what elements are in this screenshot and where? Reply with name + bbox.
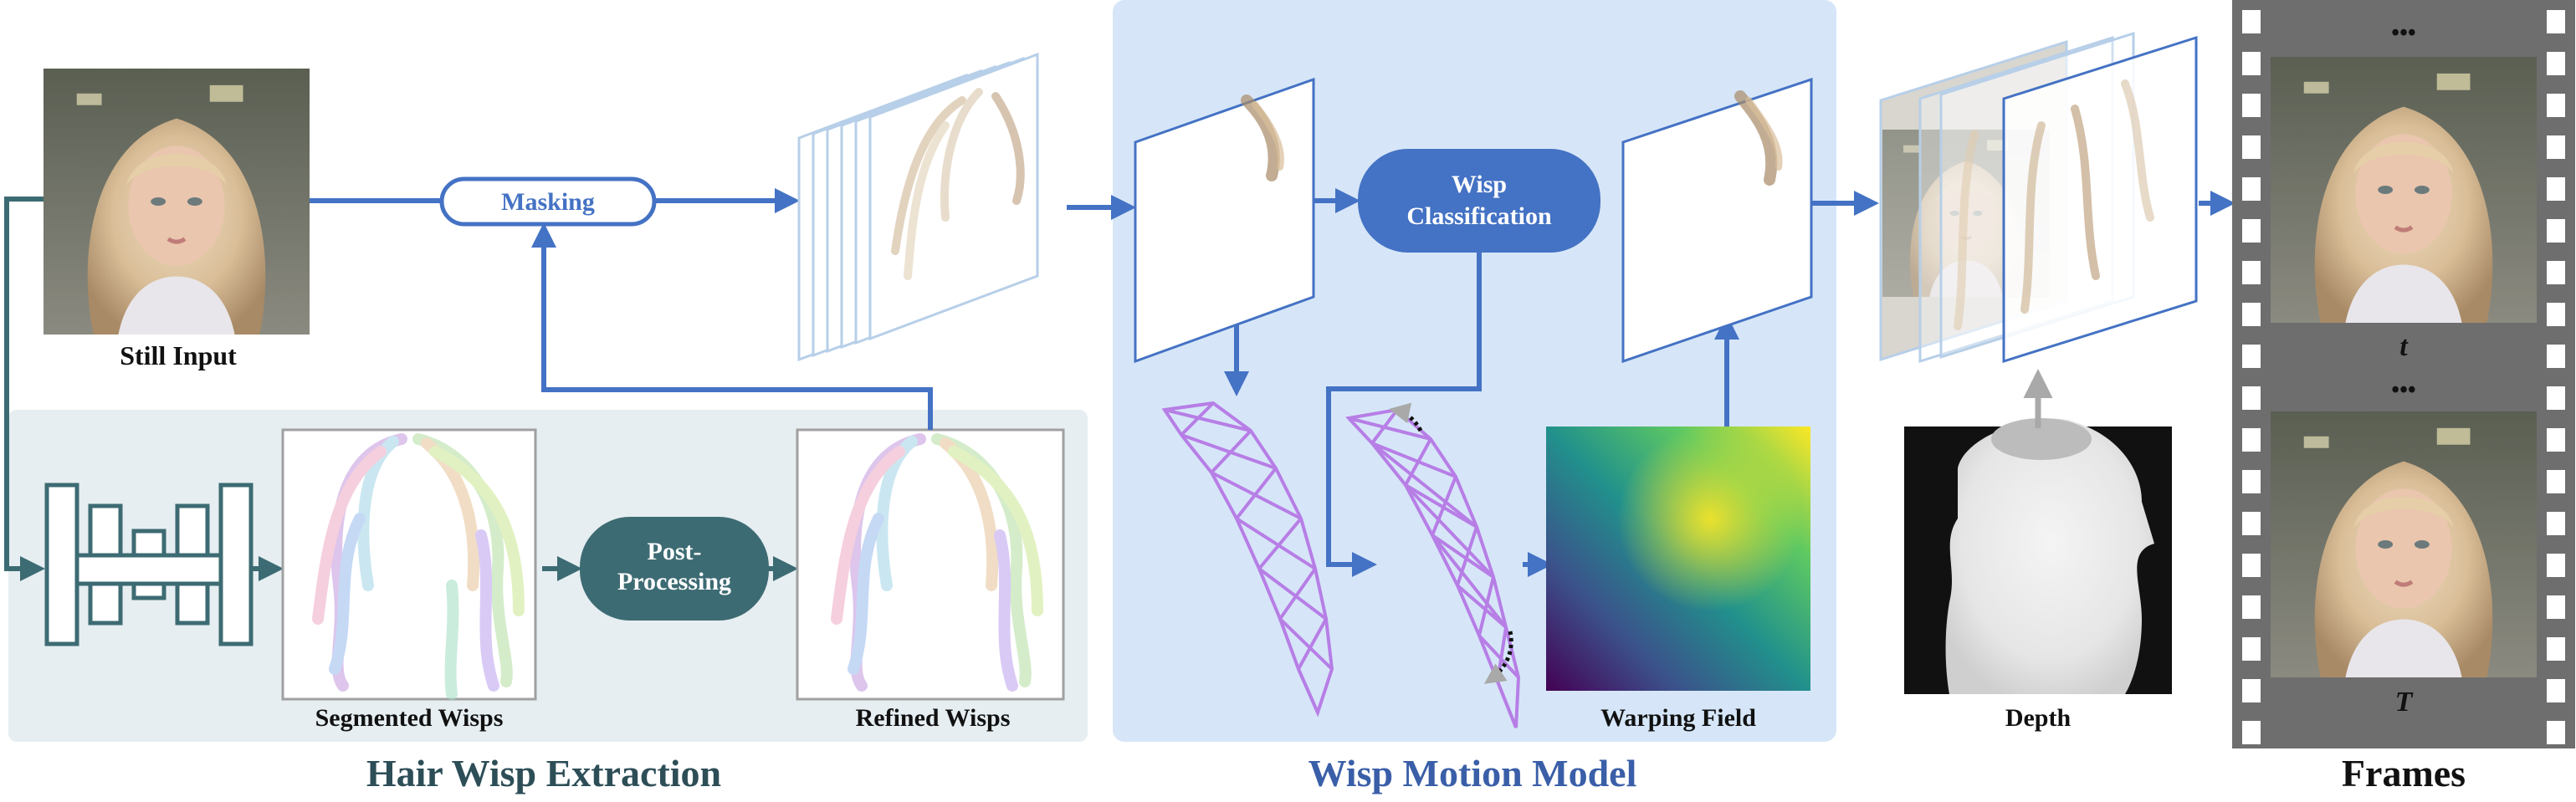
still-input-image xyxy=(44,69,310,335)
warped-wisp-layer xyxy=(1621,77,1813,364)
post-processing-label-line2: Processing xyxy=(617,568,731,595)
motion-arrow-top xyxy=(1389,402,1423,432)
depth-label: Depth xyxy=(2005,704,2072,732)
hair-wisp-extraction-title: Hair Wisp Extraction xyxy=(366,752,721,794)
masking-label: Masking xyxy=(501,188,595,216)
still-input-label: Still Input xyxy=(120,340,237,370)
frames-ellipsis-middle: ••• xyxy=(2391,377,2415,403)
initial-wisp-mesh xyxy=(1161,401,1334,718)
wisp-classification-label-line1: Wisp xyxy=(1452,171,1507,198)
post-processing-box xyxy=(580,517,769,621)
input-to-network-connector xyxy=(4,197,45,581)
frame-T-label: T xyxy=(2395,687,2414,718)
post-processing-label-line1: Post- xyxy=(648,538,702,565)
wisp-layer-stack xyxy=(797,52,1039,362)
motion-arrow-bottom xyxy=(1483,631,1513,684)
wisp-motion-model-title: Wisp Motion Model xyxy=(1308,752,1637,794)
refined-to-masking-connector xyxy=(531,222,933,430)
frames-ellipsis-top: ••• xyxy=(2391,20,2415,46)
frame-t-label: t xyxy=(2399,331,2409,362)
wisp-classification-box xyxy=(1358,149,1600,253)
segmented-wisps-image xyxy=(281,428,537,701)
frame-T-image xyxy=(2271,411,2537,677)
composite-layer-stack xyxy=(1879,31,2198,364)
deformed-wisp-mesh xyxy=(1345,407,1521,728)
frames-title: Frames xyxy=(2342,752,2466,794)
depth-map-image xyxy=(1904,418,2172,694)
warping-field-image xyxy=(1546,427,1810,691)
segmentation-network-icon xyxy=(44,483,254,646)
frame-t-image xyxy=(2271,57,2537,323)
segmented-wisps-label: Segmented Wisps xyxy=(315,704,504,732)
refined-wisps-label: Refined Wisps xyxy=(856,704,1011,732)
refined-wisps-image xyxy=(796,428,1065,701)
wisp-classification-label-line2: Classification xyxy=(1406,202,1552,230)
classification-to-deformed-mesh-connector xyxy=(1326,253,1482,577)
single-wisp-layer xyxy=(1134,77,1315,364)
warping-field-label: Warping Field xyxy=(1600,704,1756,732)
